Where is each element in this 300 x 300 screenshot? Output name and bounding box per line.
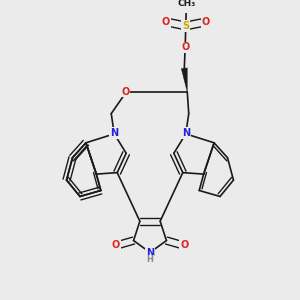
Text: N: N	[182, 128, 190, 138]
Text: N: N	[110, 128, 118, 138]
Text: O: O	[180, 240, 188, 250]
Text: O: O	[121, 86, 129, 97]
Text: N: N	[146, 248, 154, 258]
Text: O: O	[202, 17, 210, 27]
Text: O: O	[112, 240, 120, 250]
Text: H: H	[147, 256, 153, 265]
Text: O: O	[181, 42, 189, 52]
Text: S: S	[182, 21, 189, 31]
Polygon shape	[181, 68, 187, 92]
Text: CH₃: CH₃	[177, 0, 196, 8]
Text: O: O	[162, 17, 170, 27]
